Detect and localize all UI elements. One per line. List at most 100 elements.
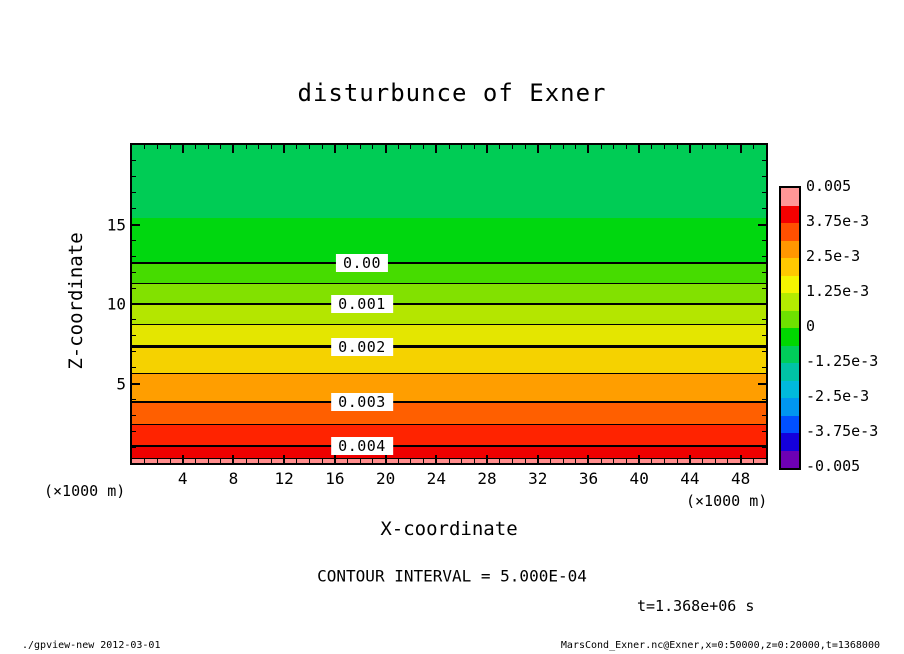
x-tick xyxy=(626,459,628,463)
x-tick xyxy=(258,145,260,149)
x-tick xyxy=(499,459,501,463)
contour-line xyxy=(132,423,766,425)
x-tick xyxy=(702,145,704,149)
x-tick xyxy=(524,459,526,463)
z-tick-label: 15 xyxy=(106,215,126,234)
x-tick xyxy=(169,145,171,149)
colorbar-tick-label: 1.25e-3 xyxy=(806,282,870,300)
z-tick xyxy=(132,223,140,226)
x-tick xyxy=(613,459,615,463)
fill-band xyxy=(132,401,766,426)
colorbar-segment xyxy=(781,310,799,328)
y-axis-tick-labels: 5 10 15 xyxy=(0,145,126,463)
x-tick xyxy=(309,145,311,149)
x-tick xyxy=(688,145,691,153)
x-tick xyxy=(359,145,361,149)
contour-label: 0.002 xyxy=(331,337,393,356)
x-tick xyxy=(372,145,374,149)
z-tick xyxy=(762,398,766,400)
x-axis-unit-right: (×1000 m) xyxy=(686,492,768,510)
fill-band xyxy=(132,446,766,460)
z-tick xyxy=(762,176,766,178)
fill-band xyxy=(132,324,766,348)
x-tick-label: 8 xyxy=(228,469,239,488)
x-tick xyxy=(410,459,412,463)
colorbar-segment xyxy=(781,258,799,276)
fill-band xyxy=(132,373,766,403)
x-tick xyxy=(473,145,475,149)
contour-line xyxy=(132,282,766,284)
colorbar-tick-label: -3.75e-3 xyxy=(806,422,879,440)
colorbar-tick-label: -1.25e-3 xyxy=(806,352,879,370)
x-tick xyxy=(169,459,171,463)
colorbar-segment xyxy=(781,275,799,293)
x-tick xyxy=(676,459,678,463)
colorbar-tick-label: -0.005 xyxy=(806,457,861,475)
colorbar-segment xyxy=(781,240,799,258)
colorbar-tick-label: -2.5e-3 xyxy=(806,387,870,405)
x-tick xyxy=(549,145,551,149)
x-tick xyxy=(181,145,184,153)
x-tick xyxy=(194,459,196,463)
x-tick xyxy=(688,455,691,463)
z-tick xyxy=(762,319,766,321)
fill-band xyxy=(132,218,766,264)
x-tick xyxy=(194,145,196,149)
x-tick xyxy=(727,145,729,149)
contour-label: 0.004 xyxy=(331,437,393,456)
x-tick xyxy=(181,455,184,463)
contour-label: 0.003 xyxy=(331,392,393,411)
x-tick xyxy=(676,145,678,149)
x-tick xyxy=(511,145,513,149)
x-tick xyxy=(524,145,526,149)
x-tick xyxy=(638,455,641,463)
z-tick xyxy=(132,192,136,194)
x-tick xyxy=(752,145,754,149)
z-tick xyxy=(762,192,766,194)
plot-frame: 0.00 0.001 0.002 0.003 0.004 xyxy=(130,143,768,465)
fill-band xyxy=(132,424,766,448)
z-tick xyxy=(758,303,766,305)
contour-line xyxy=(132,324,766,326)
footer-source: MarsCond_Exner.nc@Exner,x=0:50000,z=0:20… xyxy=(560,640,880,651)
colorbar-segment xyxy=(781,328,799,346)
z-tick xyxy=(758,382,766,385)
x-tick-label: 40 xyxy=(629,469,649,488)
x-tick xyxy=(473,459,475,463)
x-tick xyxy=(752,459,754,463)
x-tick xyxy=(626,145,628,149)
x-tick xyxy=(562,145,564,149)
z-tick xyxy=(132,287,136,289)
x-tick-label: 12 xyxy=(274,469,294,488)
colorbar-tick-label: 0.005 xyxy=(806,177,852,195)
colorbar-segment xyxy=(781,380,799,398)
x-tick xyxy=(651,145,653,149)
x-tick-label: 32 xyxy=(528,469,548,488)
colorbar-tick-label: 3.75e-3 xyxy=(806,212,870,230)
z-tick xyxy=(762,208,766,210)
x-tick xyxy=(270,145,272,149)
x-tick xyxy=(536,145,539,153)
colorbar-tick-label: 2.5e-3 xyxy=(806,247,861,265)
x-tick xyxy=(587,455,590,463)
x-tick xyxy=(245,459,247,463)
fill-band xyxy=(132,283,766,305)
x-tick-label: 44 xyxy=(680,469,700,488)
z-tick xyxy=(132,319,136,321)
fill-band xyxy=(132,346,766,375)
x-tick xyxy=(144,459,146,463)
z-tick xyxy=(762,414,766,416)
z-tick xyxy=(132,271,136,273)
x-tick xyxy=(587,145,590,153)
x-tick xyxy=(575,145,577,149)
x-tick xyxy=(651,459,653,463)
x-tick-label: 48 xyxy=(730,469,751,488)
colorbar-segment xyxy=(781,363,799,381)
x-tick xyxy=(258,459,260,463)
x-tick-label: 16 xyxy=(325,469,345,488)
contour-line xyxy=(132,373,766,375)
z-tick-label: 5 xyxy=(116,374,126,393)
x-tick xyxy=(283,145,286,153)
x-tick xyxy=(245,145,247,149)
